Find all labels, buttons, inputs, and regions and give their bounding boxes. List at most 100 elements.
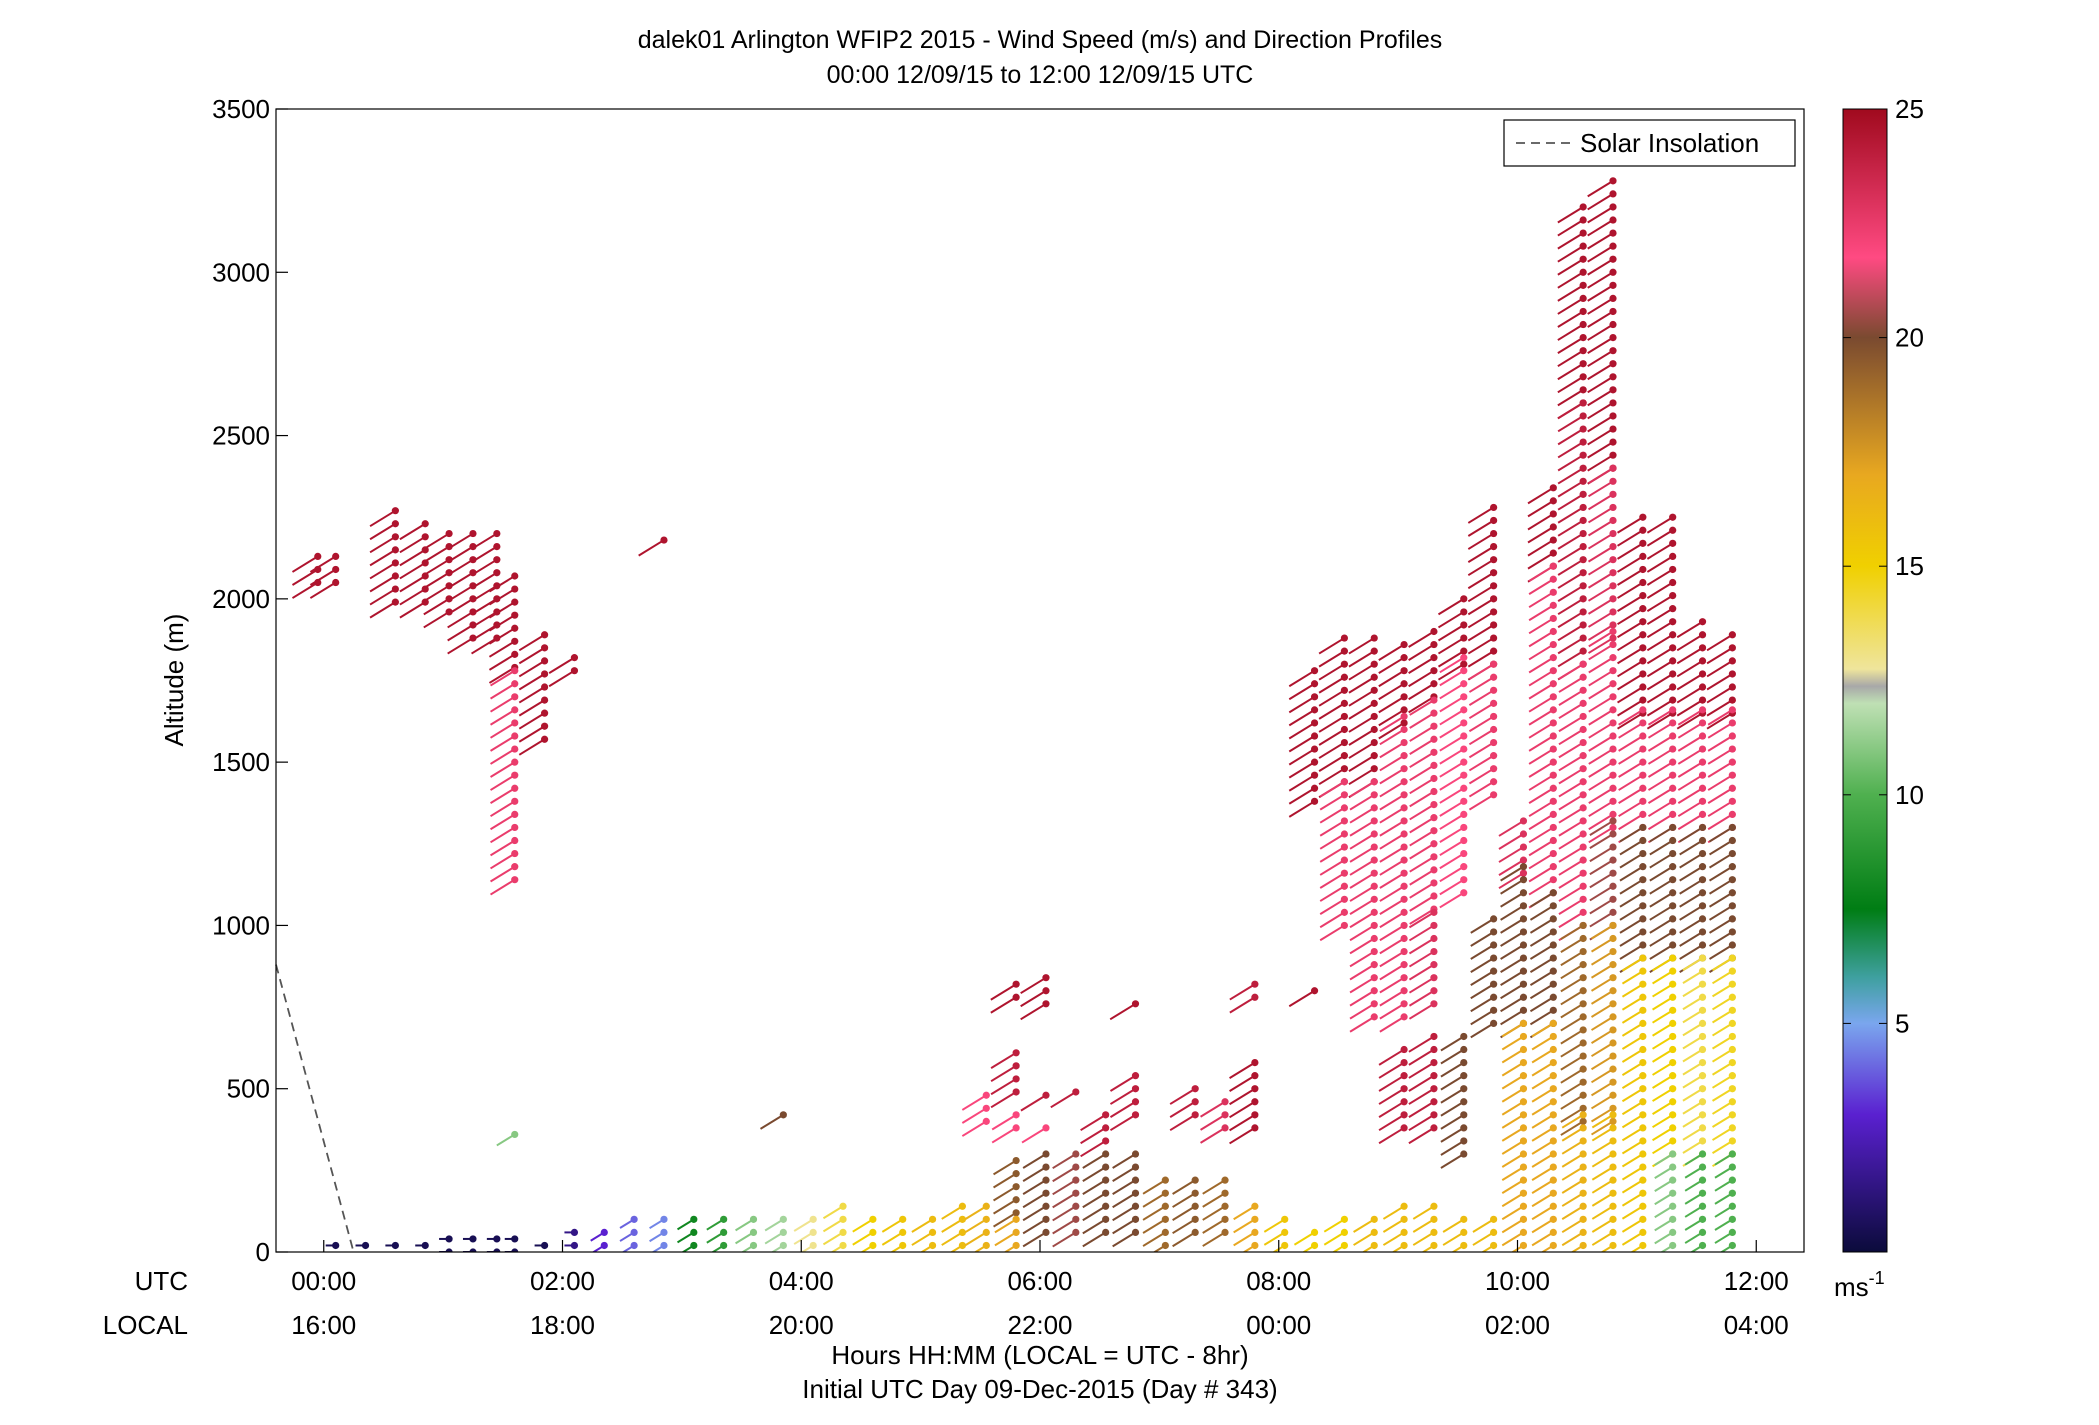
wind-barb-dot <box>1579 921 1587 930</box>
wind-barb-dot <box>1698 719 1707 727</box>
wind-barb-dot <box>1519 856 1528 864</box>
wind-barb <box>1467 650 1495 668</box>
wind-barb <box>1408 695 1435 714</box>
wind-barb-dot <box>1728 696 1736 704</box>
wind-barb <box>1412 1218 1435 1233</box>
wind-barb <box>961 1107 987 1124</box>
wind-barb <box>1437 611 1465 629</box>
wind-barb-dot <box>1460 1085 1468 1093</box>
wind-barb <box>1529 957 1554 973</box>
wind-barb-dot <box>630 1215 638 1223</box>
wind-barb <box>1709 891 1733 908</box>
wind-barb-dot <box>1400 640 1408 649</box>
wind-barb <box>1379 872 1405 889</box>
wind-barb-dot <box>1519 1006 1528 1014</box>
wind-barb <box>1557 441 1584 459</box>
wind-barb <box>1676 646 1704 665</box>
wind-barb <box>1587 323 1614 341</box>
wind-barb-dot <box>570 1228 579 1237</box>
wind-barb <box>1558 793 1584 811</box>
wind-barb <box>1439 878 1465 896</box>
wind-barb <box>1587 388 1614 407</box>
wind-barb <box>1682 1140 1704 1154</box>
wind-barb <box>1169 1087 1196 1105</box>
wind-barb-dot <box>1131 1111 1140 1119</box>
wind-barb-dot <box>1400 804 1408 812</box>
wind-barb-dot <box>1519 1137 1528 1145</box>
wind-barb <box>1528 630 1554 648</box>
wind-barb <box>1378 1087 1405 1105</box>
wind-barb-dot <box>1460 758 1468 766</box>
wind-barb <box>447 571 474 590</box>
wind-barb <box>1528 604 1554 622</box>
wind-barb <box>793 1231 814 1245</box>
wind-barb-dot <box>1519 1032 1528 1041</box>
wind-barb-dot <box>1728 631 1736 639</box>
wind-barb <box>1382 1231 1405 1246</box>
wind-barb-dot <box>1669 784 1677 792</box>
wind-barb-dot <box>469 1235 477 1243</box>
wind-barb <box>1288 735 1316 753</box>
wind-barb-dot <box>1639 526 1647 534</box>
wind-barb-dot <box>1042 1000 1050 1008</box>
wind-barb-dot <box>1609 830 1617 838</box>
wind-barb <box>1412 1231 1435 1246</box>
wind-barb-dot <box>511 637 519 645</box>
wind-barb <box>1588 748 1614 765</box>
wind-barb-dot <box>1310 1228 1319 1237</box>
wind-barb-dot <box>511 836 519 845</box>
wind-barb-dot <box>1400 1241 1408 1250</box>
wind-barb-dot <box>1639 578 1647 587</box>
wind-barb-dot <box>1549 1189 1557 1197</box>
wind-barb-dot <box>1669 683 1677 691</box>
wind-barb <box>1349 780 1375 798</box>
wind-barb-dot <box>1609 1215 1617 1223</box>
wind-barb-dot <box>1669 836 1677 845</box>
wind-barb <box>1319 911 1345 929</box>
wind-barb-dot <box>1639 823 1647 832</box>
wind-barb-dot <box>1549 640 1557 649</box>
wind-barb-dot <box>1221 1215 1229 1223</box>
wind-barb-dot <box>1609 477 1617 485</box>
wind-barb-dot <box>1579 1124 1587 1132</box>
wind-barb-dot <box>1012 1228 1020 1237</box>
wind-barb <box>1557 545 1584 563</box>
wind-barb-dot <box>1549 1215 1557 1223</box>
wind-barb <box>471 637 498 655</box>
wind-barbs <box>291 177 1736 1252</box>
wind-barb <box>1587 598 1614 615</box>
wind-barb <box>1501 1113 1524 1129</box>
wind-barb <box>1142 1205 1166 1221</box>
wind-barb <box>1439 682 1465 700</box>
wind-barb-dot <box>1490 725 1498 734</box>
wind-barb <box>488 627 516 645</box>
wind-barb-dot <box>1072 1176 1080 1184</box>
wind-barb <box>1621 1113 1644 1129</box>
wind-barb <box>1557 232 1584 250</box>
wind-barb <box>800 1244 814 1252</box>
wind-barb-dot <box>1728 1111 1736 1119</box>
wind-barb-dot <box>1400 725 1408 734</box>
wind-barb <box>1560 924 1584 940</box>
wind-barb-dot <box>1549 601 1557 609</box>
wind-barb-dot <box>511 758 519 766</box>
wind-barb <box>1378 1061 1405 1079</box>
wind-barb-dot <box>1639 644 1647 652</box>
wind-barb <box>1498 833 1524 850</box>
wind-barb <box>1408 924 1435 942</box>
wind-barb <box>1590 1042 1614 1058</box>
wind-barb <box>1528 709 1554 726</box>
wind-barb-dot <box>1042 1091 1050 1099</box>
y-tick-label: 1000 <box>212 910 270 940</box>
wind-barb <box>1679 852 1704 869</box>
wind-barb-dot <box>1012 1196 1020 1204</box>
wind-barb-dot <box>1698 1045 1707 1054</box>
wind-barb-dot <box>1609 1241 1617 1250</box>
wind-barb-dot <box>1579 595 1587 603</box>
wind-barb-dot <box>1430 1241 1438 1250</box>
wind-barb-dot <box>1072 1215 1080 1223</box>
wind-barb <box>1679 918 1704 934</box>
wind-barb-dot <box>1579 738 1587 747</box>
wind-barb <box>1412 1205 1435 1220</box>
wind-barb-dot <box>1609 216 1617 224</box>
